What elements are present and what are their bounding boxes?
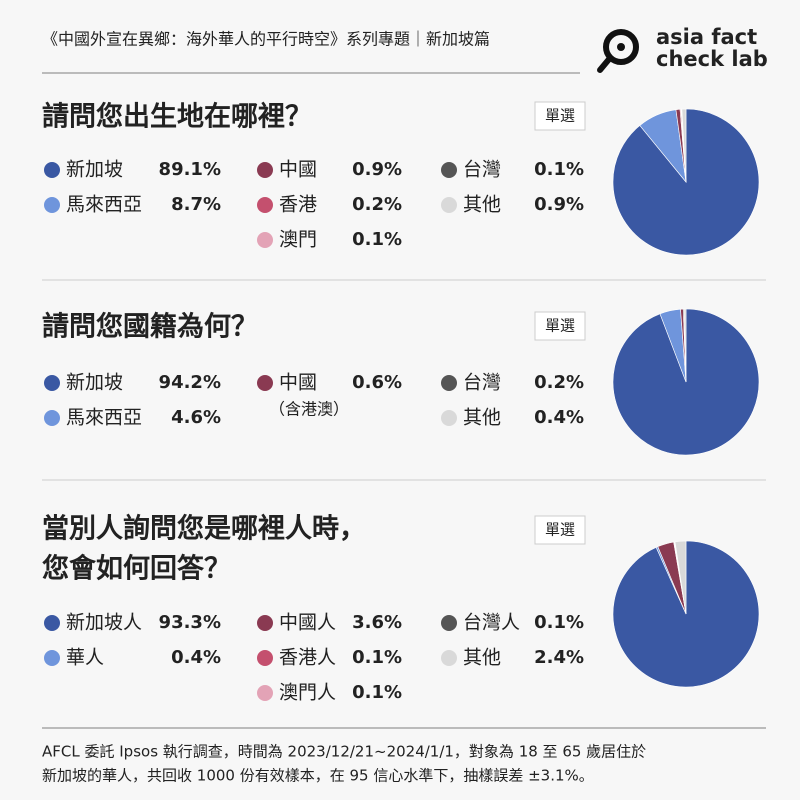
value-label: 0.2% [352,194,402,215]
legend-label: 新加坡 [66,372,123,394]
badge-box [534,515,586,545]
logo-text: check lab [656,47,768,71]
legend-dot [441,615,457,631]
legend-dot [441,375,457,391]
value-label: 0.1% [352,229,402,250]
legend-label: 澳門 [279,229,317,251]
legend-label: 澳門人 [279,682,336,704]
value-label: 2.4% [534,647,584,668]
header-text: 《中國外宣在異鄉：海外華人的平行時空》系列專題｜新加坡篇 [42,30,490,49]
legend-dot [44,650,60,666]
pie-slice [612,108,760,256]
value-label: 93.3% [159,612,221,633]
legend-dot [44,197,60,213]
legend-label: 馬來西亞 [66,194,142,216]
legend-label: 香港 [279,194,317,216]
legend-label: 台灣人 [463,612,520,634]
value-label: 3.6% [352,612,402,633]
value-label: 0.6% [352,372,402,393]
legend-dot [257,375,273,391]
legend-dot [441,410,457,426]
legend-dot [44,410,60,426]
legend-dot [257,162,273,178]
legend-note: （含港澳） [269,400,349,419]
legend-label: 中國 [279,372,317,394]
badge-box [534,101,586,131]
badge-box [534,311,586,341]
legend-label: 台灣 [463,159,501,181]
legend-label: 中國 [279,159,317,181]
legend-dot [257,197,273,213]
badge: 單選 [545,521,575,539]
legend-dot [257,650,273,666]
value-label: 0.1% [534,612,584,633]
question-title: 當別人詢問您是哪裡人時， [42,513,366,545]
legend-label: 台灣 [463,372,501,394]
pie-slice [681,108,687,183]
legend-label: 其他 [463,194,501,216]
value-label: 0.9% [352,159,402,180]
value-label: 0.9% [534,194,584,215]
logo-text: asia fact [656,25,757,49]
legend-dot [441,197,457,213]
badge: 單選 [545,317,575,335]
value-label: 0.1% [352,682,402,703]
legend-label: 其他 [463,647,501,669]
value-label: 0.4% [171,647,221,668]
value-label: 0.1% [534,159,584,180]
value-label: 0.1% [352,647,402,668]
value-label: 8.7% [171,194,221,215]
value-label: 0.4% [534,407,584,428]
value-label: 4.6% [171,407,221,428]
legend-dot [257,685,273,701]
question-title: 請問您出生地在哪裡？ [42,101,312,133]
legend-dot [441,162,457,178]
pie-slice [674,540,687,615]
legend-dot [44,162,60,178]
value-label: 0.2% [534,372,584,393]
legend-dot [257,232,273,248]
badge: 單選 [545,107,575,125]
legend-label: 中國人 [279,612,336,634]
footer-text: 新加坡的華人，共回收 1000 份有效樣本，在 95 信心水準下，抽樣誤差 ±3… [42,767,594,785]
legend-dot [441,650,457,666]
legend-dot [257,615,273,631]
value-label: 94.2% [159,372,221,393]
logo-icon [597,29,639,73]
pie-slice [683,308,687,383]
question-title: 您會如何回答？ [42,553,231,585]
legend-label: 華人 [66,647,104,669]
legend-label: 馬來西亞 [66,407,142,429]
footer-text: AFCL 委託 Ipsos 執行調查，時間為 2023/12/21~2024/1… [42,743,646,761]
value-label: 89.1% [159,159,221,180]
legend-dot [44,375,60,391]
legend-dot [44,615,60,631]
legend-label: 其他 [463,407,501,429]
legend-label: 新加坡 [66,159,123,181]
question-title: 請問您國籍為何？ [42,311,258,343]
legend-label: 香港人 [279,647,336,669]
legend-label: 新加坡人 [66,612,142,634]
